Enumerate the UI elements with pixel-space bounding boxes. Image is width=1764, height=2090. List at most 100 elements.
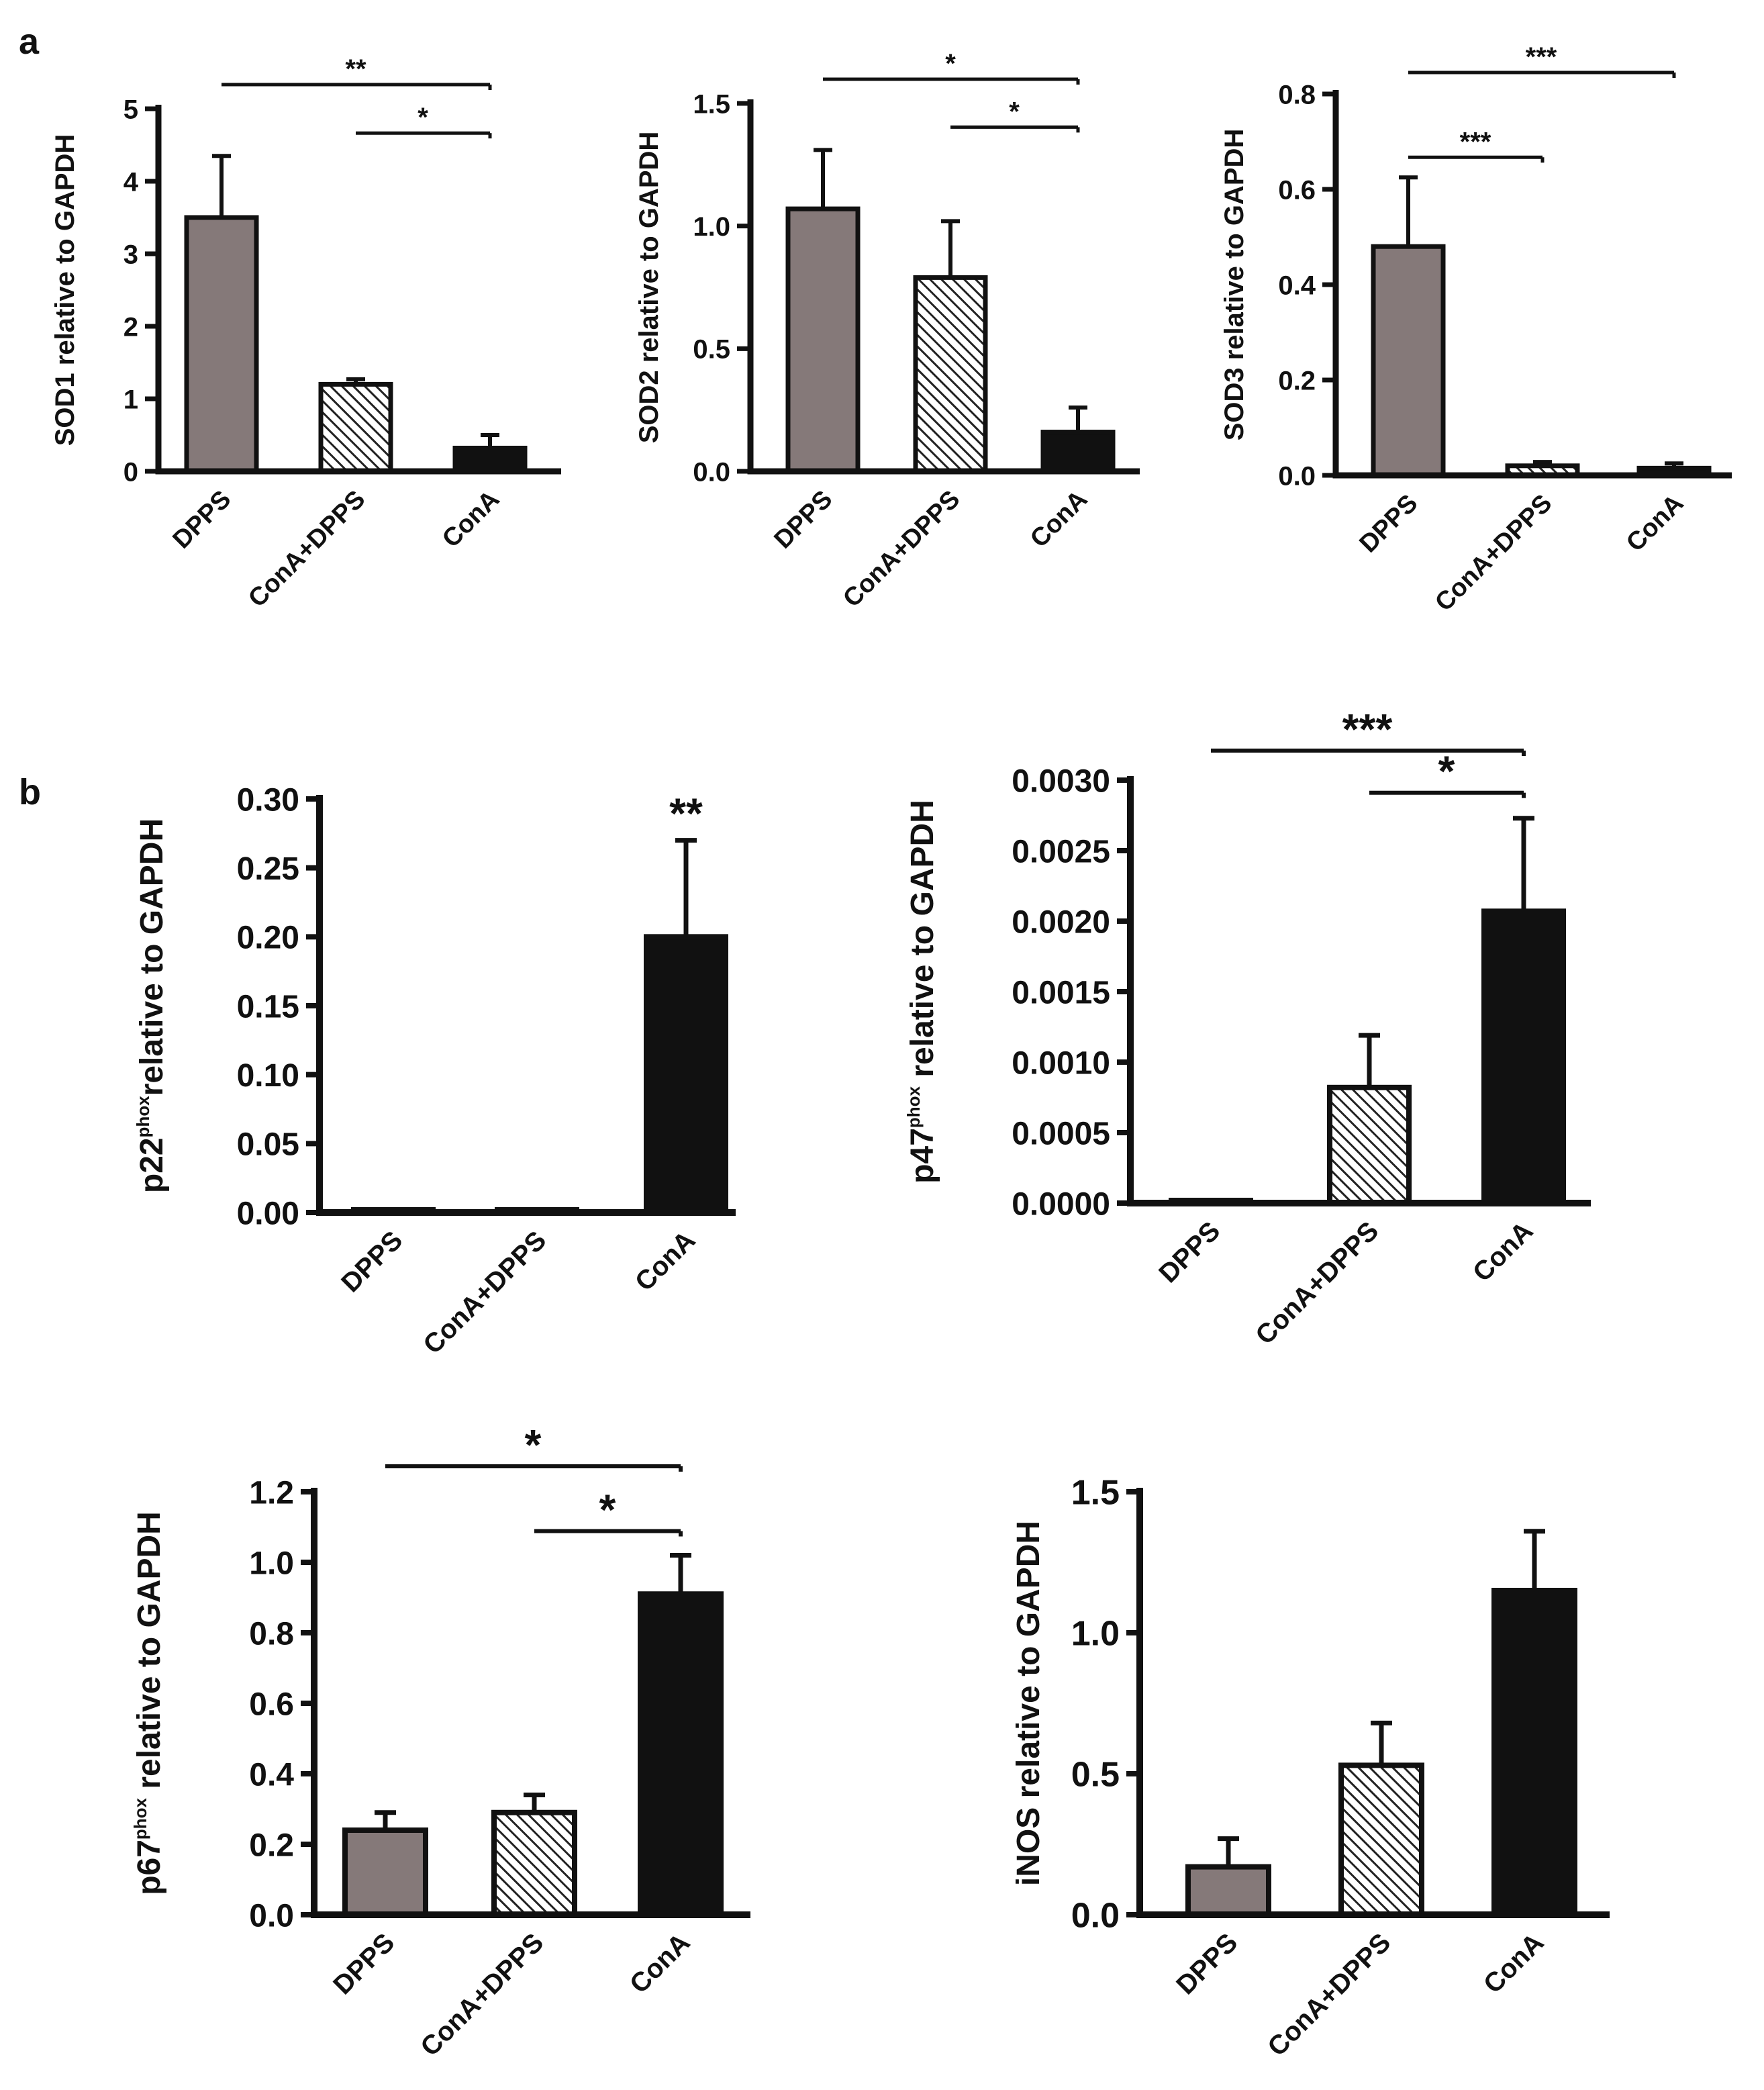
significance-stars: *: [945, 49, 956, 79]
y-tick-label: 0.0010: [1012, 1045, 1110, 1081]
significance-stars: *: [599, 1486, 616, 1534]
chart-4: 0.00 0.05 0.10 0.15 0.20 0.25 0.30 DPPS ConA+DPP…: [133, 782, 736, 1360]
y-tick-label: 0.2: [1278, 366, 1316, 395]
bar-cona-dpps: [1327, 1084, 1412, 1206]
x-category-label: DPPS: [1354, 489, 1423, 559]
x-category-label: ConA+DPPS: [418, 1225, 552, 1360]
panel-label-b: b: [19, 772, 41, 812]
bar-cona-dpps: [318, 381, 393, 474]
x-category-label: ConA: [1478, 1928, 1550, 1999]
chart-3: 0.0 0.2 0.4 0.6 0.8 DPPS ConA+DPPS ConA SOD3 rel…: [1220, 42, 1732, 617]
y-tick-label: 0.0030: [1012, 763, 1110, 799]
y-axis-label-base: p22: [134, 1137, 170, 1193]
y-axis-label: SOD2 relative to GAPDH: [634, 132, 664, 444]
y-tick-label: 0.30: [237, 782, 299, 818]
y-tick-label: 0.6: [249, 1687, 294, 1722]
y-tick-label: 0.0015: [1012, 975, 1110, 1010]
significance-stars: *: [418, 103, 428, 132]
y-tick-label: 1.5: [1071, 1474, 1120, 1513]
chart-6: 0.0 0.2 0.4 0.6 0.8 1.0 1.2 DPPS ConA+DPPS ConA p6…: [130, 1421, 750, 2062]
y-tick-label: 3: [124, 240, 138, 269]
significance-stars: *: [1009, 97, 1020, 126]
y-axis-label: SOD3 relative to GAPDH: [1220, 129, 1249, 441]
x-category-label: ConA+DPPS: [1250, 1216, 1384, 1350]
y-tick-label: 0.5: [693, 335, 730, 365]
y-tick-label: 1: [124, 385, 138, 414]
bar-cona: [452, 445, 528, 474]
x-category-label: ConA+DPPS: [1430, 489, 1557, 617]
y-tick-label: 0.25: [237, 851, 299, 887]
y-axis-label: p22phoxrelative to GAPDH: [133, 818, 170, 1193]
bar-dpps: [785, 206, 861, 474]
y-tick-label: 0: [124, 457, 138, 487]
x-category-label: ConA+DPPS: [243, 485, 371, 613]
bar-cona-dpps: [491, 1809, 577, 1917]
y-axis-label-base: p47: [905, 1128, 940, 1184]
x-category-label: ConA+DPPS: [838, 485, 965, 613]
y-tick-label: 0.0: [693, 457, 730, 487]
y-tick-label: 0.15: [237, 989, 299, 1025]
significance-stars: ***: [1526, 42, 1557, 72]
y-tick-label: 0.0020: [1012, 904, 1110, 940]
y-tick-label: 0.8: [249, 1616, 294, 1652]
y-tick-label: 0.10: [237, 1058, 299, 1094]
x-category-label: DPPS: [1153, 1216, 1226, 1288]
x-category-label: ConA+DPPS: [415, 1928, 549, 2062]
x-category-label: ConA: [437, 485, 505, 553]
x-category-label: ConA+DPPS: [1262, 1928, 1396, 2062]
y-tick-label: 0.0025: [1012, 834, 1110, 869]
x-category-label: ConA: [630, 1225, 701, 1297]
chart-5: 0.0000 0.0005 0.0010 0.0015 0.0020 0.0025 0.00…: [903, 705, 1591, 1350]
y-tick-label: 0.0: [249, 1898, 294, 1934]
significance-stars: *: [1438, 747, 1455, 796]
bar-cona-dpps: [913, 275, 988, 474]
y-axis-label: iNOS relative to GAPDH: [1011, 1521, 1046, 1886]
y-axis-label-rest: relative to GAPDH: [132, 1511, 167, 1798]
y-axis-label: p47phox relative to GAPDH: [903, 800, 940, 1184]
bar-cona: [1040, 430, 1116, 474]
x-category-label: ConA: [1621, 489, 1689, 557]
y-tick-label: 2: [124, 312, 138, 342]
x-category-label: DPPS: [336, 1225, 408, 1298]
x-category-label: DPPS: [1171, 1928, 1243, 2000]
y-tick-label: 0.6: [1278, 175, 1316, 205]
bar-dpps: [184, 215, 259, 474]
x-category-label: DPPS: [769, 485, 838, 555]
bar-dpps: [1371, 244, 1446, 478]
y-tick-label: 0.0: [1278, 461, 1316, 491]
y-tick-label: 0.00: [237, 1196, 299, 1231]
y-axis-label-rest: relative to GAPDH: [905, 800, 940, 1086]
y-tick-label: 0.0000: [1012, 1186, 1110, 1222]
chart-1: 0 1 2 3 4 5 DPPS ConA+DPPS ConA SOD1 relative to …: [50, 54, 561, 613]
bar-cona: [1481, 908, 1566, 1206]
chart-7: 0.0 0.5 1.0 1.5 DPPS ConA+DPPS ConA iNOS relati…: [1011, 1474, 1610, 2062]
significance-stars: ***: [1342, 705, 1393, 753]
y-tick-label: 0.0005: [1012, 1116, 1110, 1151]
x-category-label: ConA: [1025, 485, 1093, 553]
y-axis-label-rest: relative to GAPDH: [134, 818, 170, 1096]
y-tick-label: 0.20: [237, 920, 299, 956]
x-category-label: DPPS: [328, 1928, 400, 2000]
bar-cona: [644, 934, 728, 1216]
y-tick-label: 0.0: [1071, 1897, 1120, 1936]
y-axis-label: SOD1 relative to GAPDH: [50, 134, 80, 446]
significance-stars: **: [669, 790, 703, 838]
y-tick-label: 0.4: [249, 1757, 294, 1793]
bar-cona-dpps: [1338, 1762, 1424, 1917]
y-tick-label: 0.8: [1278, 80, 1316, 109]
y-axis-label: p67phox relative to GAPDH: [130, 1511, 167, 1895]
bar-cona: [638, 1591, 724, 1917]
y-axis-label-superscript: phox: [903, 1086, 924, 1128]
x-category-label: ConA: [624, 1928, 696, 1999]
y-tick-label: 1.0: [1071, 1615, 1120, 1654]
y-tick-label: 1.2: [249, 1475, 294, 1511]
significance-stars: **: [345, 54, 366, 84]
y-axis-label-superscript: phox: [133, 1096, 153, 1138]
panel-label-a: a: [19, 21, 40, 62]
y-tick-label: 0.4: [1278, 271, 1316, 300]
y-tick-label: 0.05: [237, 1127, 299, 1163]
y-tick-label: 1.0: [693, 212, 730, 242]
x-category-label: DPPS: [167, 485, 236, 555]
y-tick-label: 0.2: [249, 1827, 294, 1863]
